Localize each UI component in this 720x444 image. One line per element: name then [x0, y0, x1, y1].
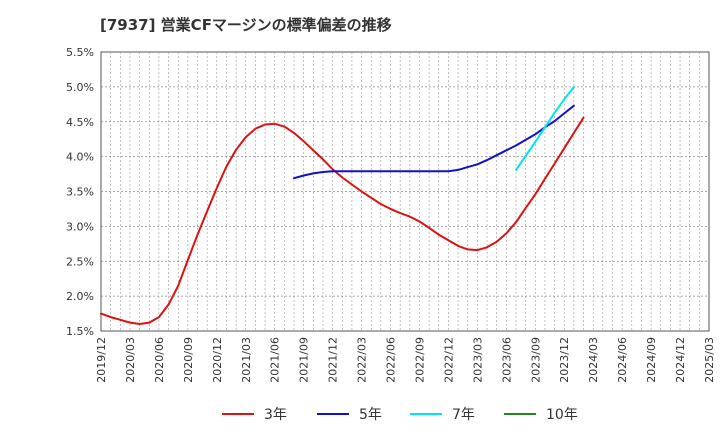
x-tick-label: 2021/12: [327, 337, 340, 383]
x-tick-label: 2024/03: [587, 337, 600, 383]
y-tick-label: 1.5%: [66, 325, 94, 338]
chart-title: [7937] 営業CFマージンの標準偏差の推移: [100, 16, 392, 34]
series-line-3年: [100, 116, 585, 325]
x-tick-label: 2024/06: [616, 337, 629, 383]
series-layer: [100, 85, 585, 325]
y-tick-label: 5.5%: [66, 46, 94, 59]
legend: 3年 5年 7年 10年: [222, 407, 578, 423]
x-tick-label: 2025/03: [703, 337, 716, 383]
x-tick-label: 2023/09: [529, 337, 542, 383]
x-tick-label: 2021/09: [298, 337, 311, 383]
x-tick-label: 2023/03: [471, 337, 484, 383]
y-axis: 1.5% 2.0% 2.5% 3.0% 3.5% 4.0% 4.5% 5.0% 5.5%: [66, 46, 94, 338]
grid-y: [101, 86, 709, 297]
x-tick-label: 2019/12: [95, 337, 108, 383]
x-tick-label: 2022/03: [356, 337, 369, 383]
legend-label: 5年: [359, 407, 382, 423]
x-tick-label: 2020/12: [211, 337, 224, 383]
y-tick-label: 2.5%: [66, 255, 94, 268]
x-tick-label: 2021/06: [269, 337, 282, 383]
x-axis: 2019/12 2020/03 2020/06 2020/09 2020/12 2021/…: [95, 337, 716, 383]
y-tick-label: 4.5%: [66, 116, 94, 129]
legend-label: 3年: [264, 407, 287, 423]
x-tick-label: 2022/09: [413, 337, 426, 383]
legend-label: 7年: [452, 407, 475, 423]
series-line-7年: [515, 85, 575, 171]
x-tick-label: 2021/03: [240, 337, 253, 383]
x-tick-label: 2024/09: [645, 337, 658, 383]
x-tick-label: 2023/06: [500, 337, 513, 383]
series-line-5年: [293, 104, 575, 180]
x-tick-label: 2020/06: [153, 337, 166, 383]
y-tick-label: 3.0%: [66, 220, 94, 233]
y-tick-label: 2.0%: [66, 290, 94, 303]
x-tick-label: 2022/06: [385, 337, 398, 383]
x-tick-label: 2023/12: [558, 337, 571, 383]
y-tick-label: 3.5%: [66, 186, 94, 199]
x-tick-label: 2022/12: [442, 337, 455, 383]
legend-label: 10年: [546, 407, 578, 423]
x-tick-label: 2024/12: [674, 337, 687, 383]
grid-x: [110, 52, 700, 331]
x-tick-label: 2020/03: [124, 337, 137, 383]
x-tick-label: 2020/09: [182, 337, 195, 383]
y-tick-label: 5.0%: [66, 81, 94, 94]
y-tick-label: 4.0%: [66, 151, 94, 164]
